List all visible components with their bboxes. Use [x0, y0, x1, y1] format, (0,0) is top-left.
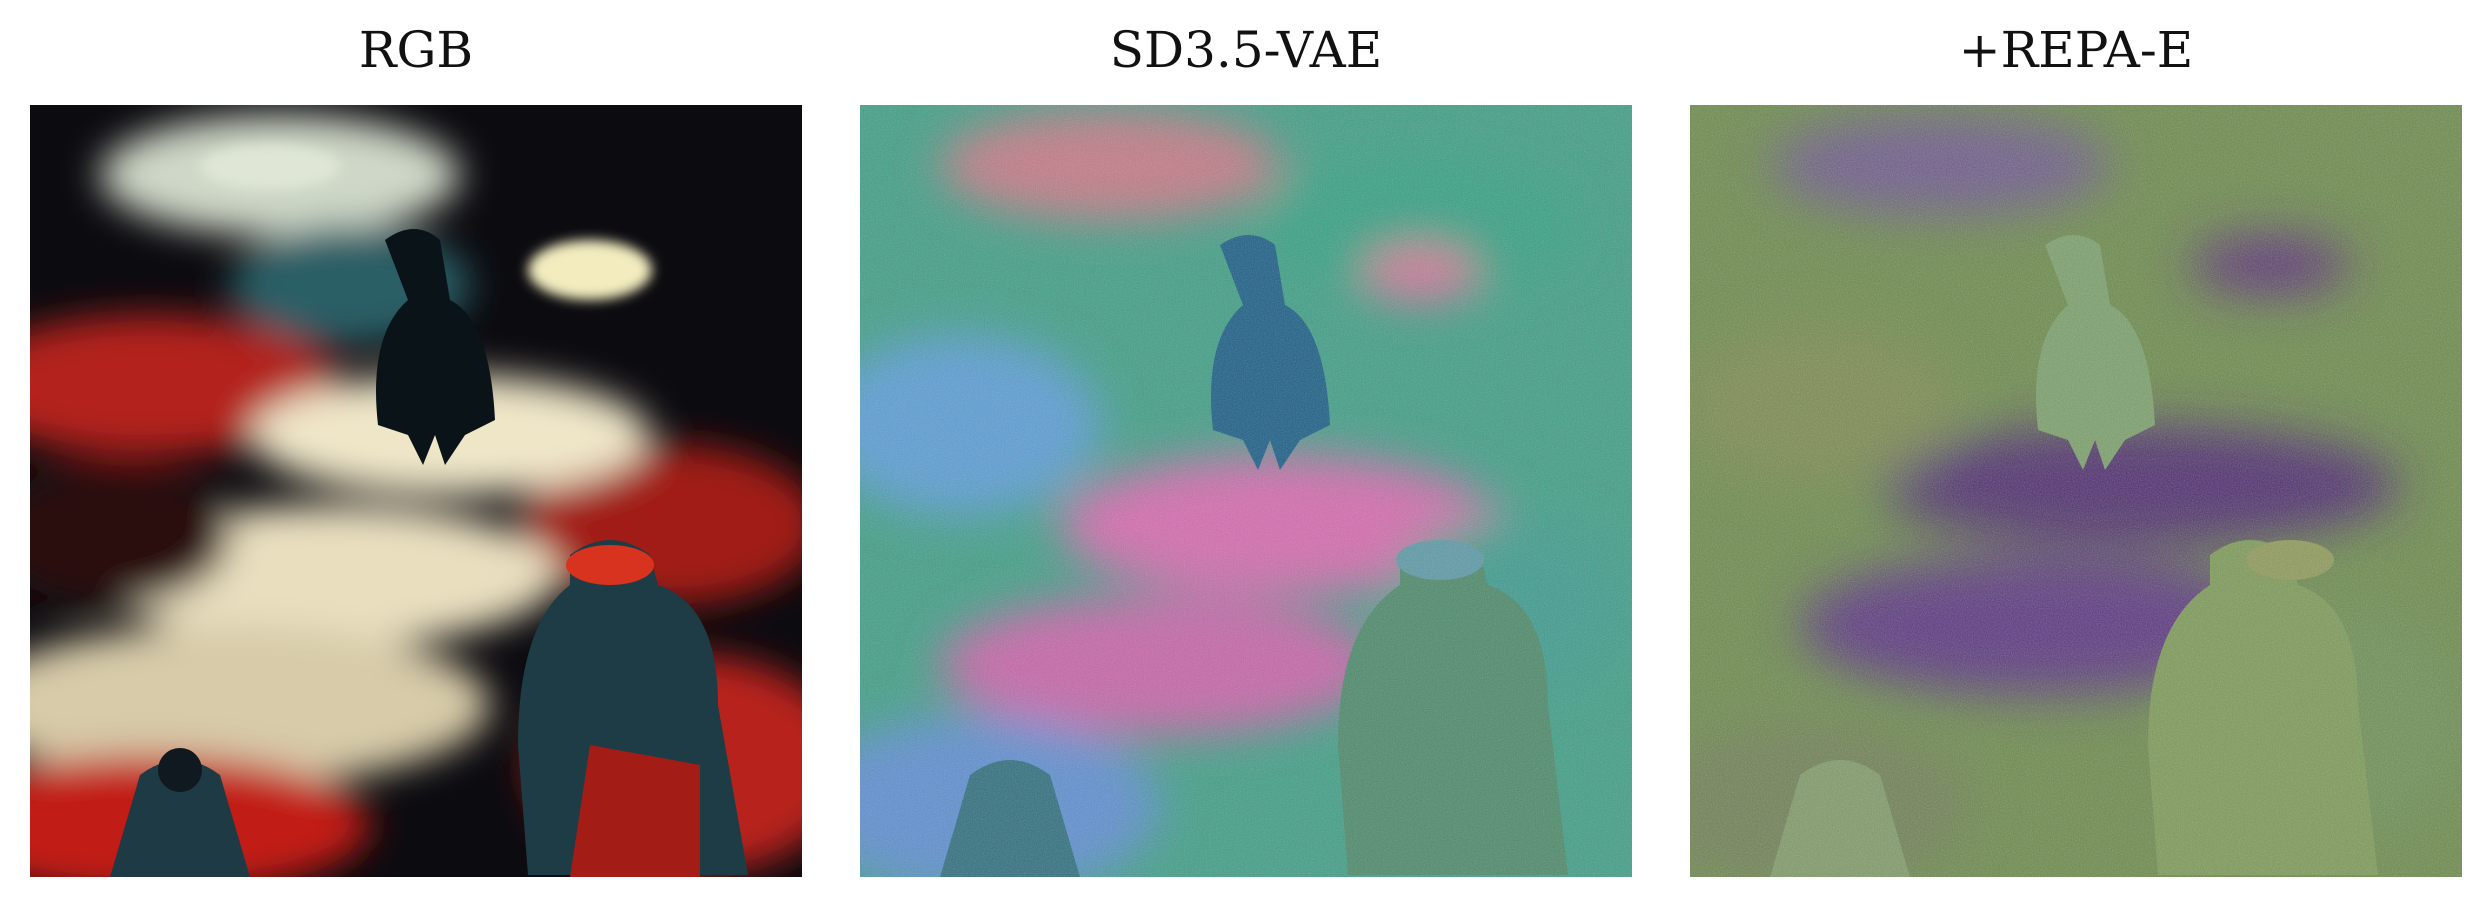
- panel-sd35-vae: SD3.5-VAE: [860, 0, 1632, 906]
- panel-title: SD3.5-VAE: [1109, 21, 1383, 79]
- repa-e-image: [1690, 105, 2462, 877]
- rgb-image: [30, 105, 802, 877]
- panel-title: +REPA-E: [1958, 21, 2194, 79]
- panel-rgb: RGB: [30, 0, 802, 906]
- sd35-vae-image: [860, 105, 1632, 877]
- panel-title: RGB: [358, 21, 474, 79]
- panel-repa-e: +REPA-E: [1690, 0, 2462, 906]
